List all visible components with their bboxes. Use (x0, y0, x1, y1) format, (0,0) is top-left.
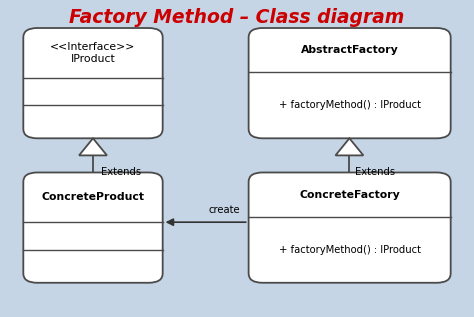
Text: AbstractFactory: AbstractFactory (301, 45, 399, 55)
FancyBboxPatch shape (248, 28, 451, 138)
Text: <<Interface>>
IProduct: <<Interface>> IProduct (50, 42, 136, 64)
FancyBboxPatch shape (23, 172, 163, 283)
Text: + factoryMethod() : IProduct: + factoryMethod() : IProduct (279, 245, 420, 255)
Text: Extends: Extends (355, 167, 395, 177)
Text: ConcreteProduct: ConcreteProduct (42, 192, 145, 202)
FancyBboxPatch shape (23, 28, 163, 138)
Polygon shape (336, 138, 364, 155)
Text: create: create (209, 205, 240, 215)
Text: Extends: Extends (101, 167, 141, 177)
Text: ConcreteFactory: ConcreteFactory (299, 190, 400, 199)
Text: + factoryMethod() : IProduct: + factoryMethod() : IProduct (279, 100, 420, 110)
FancyBboxPatch shape (248, 172, 451, 283)
Polygon shape (79, 138, 107, 155)
Text: Factory Method – Class diagram: Factory Method – Class diagram (69, 8, 405, 27)
